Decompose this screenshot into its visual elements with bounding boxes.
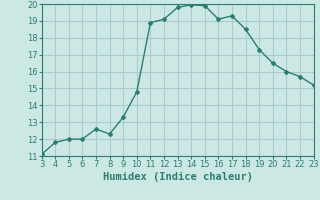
X-axis label: Humidex (Indice chaleur): Humidex (Indice chaleur) [103, 172, 252, 182]
